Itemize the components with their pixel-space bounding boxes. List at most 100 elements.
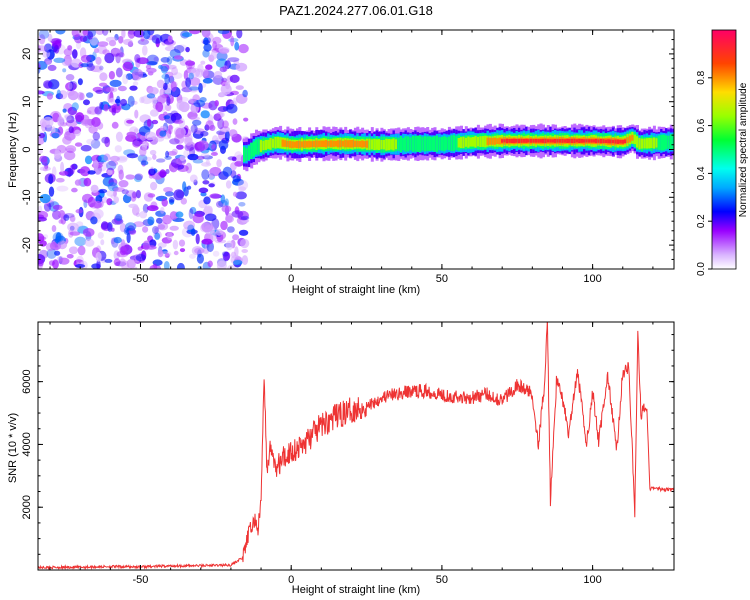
noise-blob bbox=[153, 56, 159, 62]
signal-cell bbox=[363, 141, 367, 148]
noise-blob bbox=[63, 150, 76, 161]
noise-blob bbox=[140, 160, 149, 166]
y-tick-label: 4000 bbox=[21, 432, 33, 456]
signal-cell bbox=[312, 140, 316, 148]
noise-blob bbox=[210, 152, 218, 156]
noise-blob bbox=[75, 264, 86, 268]
noise-blob bbox=[215, 229, 224, 236]
signal-cell bbox=[628, 135, 632, 143]
noise-blob bbox=[113, 187, 125, 192]
noise-blob bbox=[133, 221, 145, 228]
noise-blob bbox=[47, 64, 57, 71]
noise-blob bbox=[122, 38, 133, 46]
signal-cell bbox=[510, 138, 514, 143]
signal-band bbox=[243, 123, 674, 172]
noise-blob bbox=[45, 60, 52, 65]
noise-blob bbox=[169, 211, 178, 220]
noise-blob bbox=[55, 30, 66, 35]
signal-cell bbox=[457, 138, 461, 148]
signal-cell bbox=[365, 140, 369, 148]
noise-blob bbox=[208, 174, 214, 179]
noise-blob bbox=[146, 205, 159, 212]
noise-blob bbox=[227, 57, 240, 62]
signal-cell bbox=[578, 138, 582, 143]
noise-blob bbox=[152, 226, 159, 234]
noise-blob bbox=[141, 250, 147, 261]
noise-blob bbox=[238, 229, 249, 236]
noise-blob bbox=[179, 155, 186, 162]
signal-cell bbox=[616, 139, 620, 144]
noise-blob bbox=[69, 81, 78, 90]
noise-blob bbox=[209, 140, 221, 145]
noise-blob bbox=[165, 169, 170, 174]
noise-blob bbox=[132, 81, 139, 86]
x-tick-label: -50 bbox=[133, 574, 149, 586]
noise-blob bbox=[62, 68, 67, 73]
noise-blob bbox=[117, 85, 127, 92]
noise-blob bbox=[98, 82, 108, 87]
noise-blob bbox=[173, 250, 179, 256]
signal-cell bbox=[467, 136, 471, 148]
signal-cell bbox=[452, 134, 456, 152]
noise-blob bbox=[222, 166, 233, 177]
noise-blob bbox=[111, 121, 119, 129]
noise-blob bbox=[213, 113, 222, 121]
noise-blob bbox=[216, 260, 227, 269]
signal-cell bbox=[595, 138, 598, 144]
signal-cell bbox=[250, 142, 254, 159]
x-tick-label: 100 bbox=[583, 574, 601, 586]
noise-blob bbox=[207, 260, 213, 268]
noise-blob bbox=[175, 211, 184, 218]
snr-ticks: -50 0 50 100 2000 4000 6000 bbox=[21, 322, 674, 586]
noise-blob bbox=[72, 49, 78, 59]
noise-blob bbox=[128, 228, 137, 235]
signal-cell bbox=[247, 145, 251, 160]
noise-blob bbox=[195, 233, 200, 245]
signal-cell bbox=[648, 138, 652, 149]
noise-blob bbox=[86, 138, 95, 145]
signal-cell bbox=[293, 141, 297, 148]
noise-blob bbox=[108, 178, 118, 187]
noise-blob bbox=[128, 203, 138, 209]
noise-blob bbox=[125, 222, 137, 231]
signal-cell bbox=[520, 138, 524, 143]
noise-blob bbox=[38, 148, 43, 155]
noise-blob bbox=[114, 98, 121, 104]
noise-blob bbox=[111, 48, 122, 55]
snr-series-line bbox=[38, 322, 674, 570]
noise-blob bbox=[202, 155, 213, 160]
noise-blob bbox=[202, 78, 213, 84]
signal-cell bbox=[286, 140, 290, 148]
signal-cell bbox=[315, 140, 319, 148]
signal-cell bbox=[640, 138, 644, 149]
noise-blob bbox=[43, 201, 52, 212]
noise-blob bbox=[125, 190, 137, 197]
noise-blob bbox=[161, 249, 168, 255]
noise-blob bbox=[232, 191, 238, 197]
noise-blob bbox=[217, 106, 229, 112]
signal-cell bbox=[252, 141, 256, 157]
noise-blob bbox=[176, 44, 188, 52]
noise-blob bbox=[69, 231, 81, 236]
noise-blob bbox=[106, 190, 115, 197]
noise-blob bbox=[142, 240, 151, 251]
spectrogram-ticks: -50 0 50 100 -20 -10 0 10 20 bbox=[21, 29, 674, 285]
signal-cell bbox=[431, 137, 435, 151]
signal-cell bbox=[609, 139, 613, 144]
noise-blob bbox=[95, 30, 105, 35]
signal-cell bbox=[558, 139, 562, 143]
noise-blob bbox=[218, 48, 230, 54]
snr-panel: -50 0 50 100 2000 4000 6000 Height of straight… bbox=[7, 321, 675, 596]
noise-blob bbox=[80, 54, 91, 63]
signal-cell bbox=[279, 137, 283, 149]
noise-blob bbox=[210, 230, 217, 242]
signal-cell bbox=[344, 140, 348, 148]
noise-blob bbox=[155, 210, 166, 217]
noise-blob bbox=[134, 173, 144, 181]
noise-blob bbox=[167, 125, 174, 130]
signal-cell bbox=[527, 139, 531, 143]
signal-cell bbox=[325, 140, 328, 148]
signal-cell bbox=[484, 135, 488, 148]
snr-frame bbox=[37, 321, 675, 571]
noise-blob bbox=[190, 67, 201, 78]
